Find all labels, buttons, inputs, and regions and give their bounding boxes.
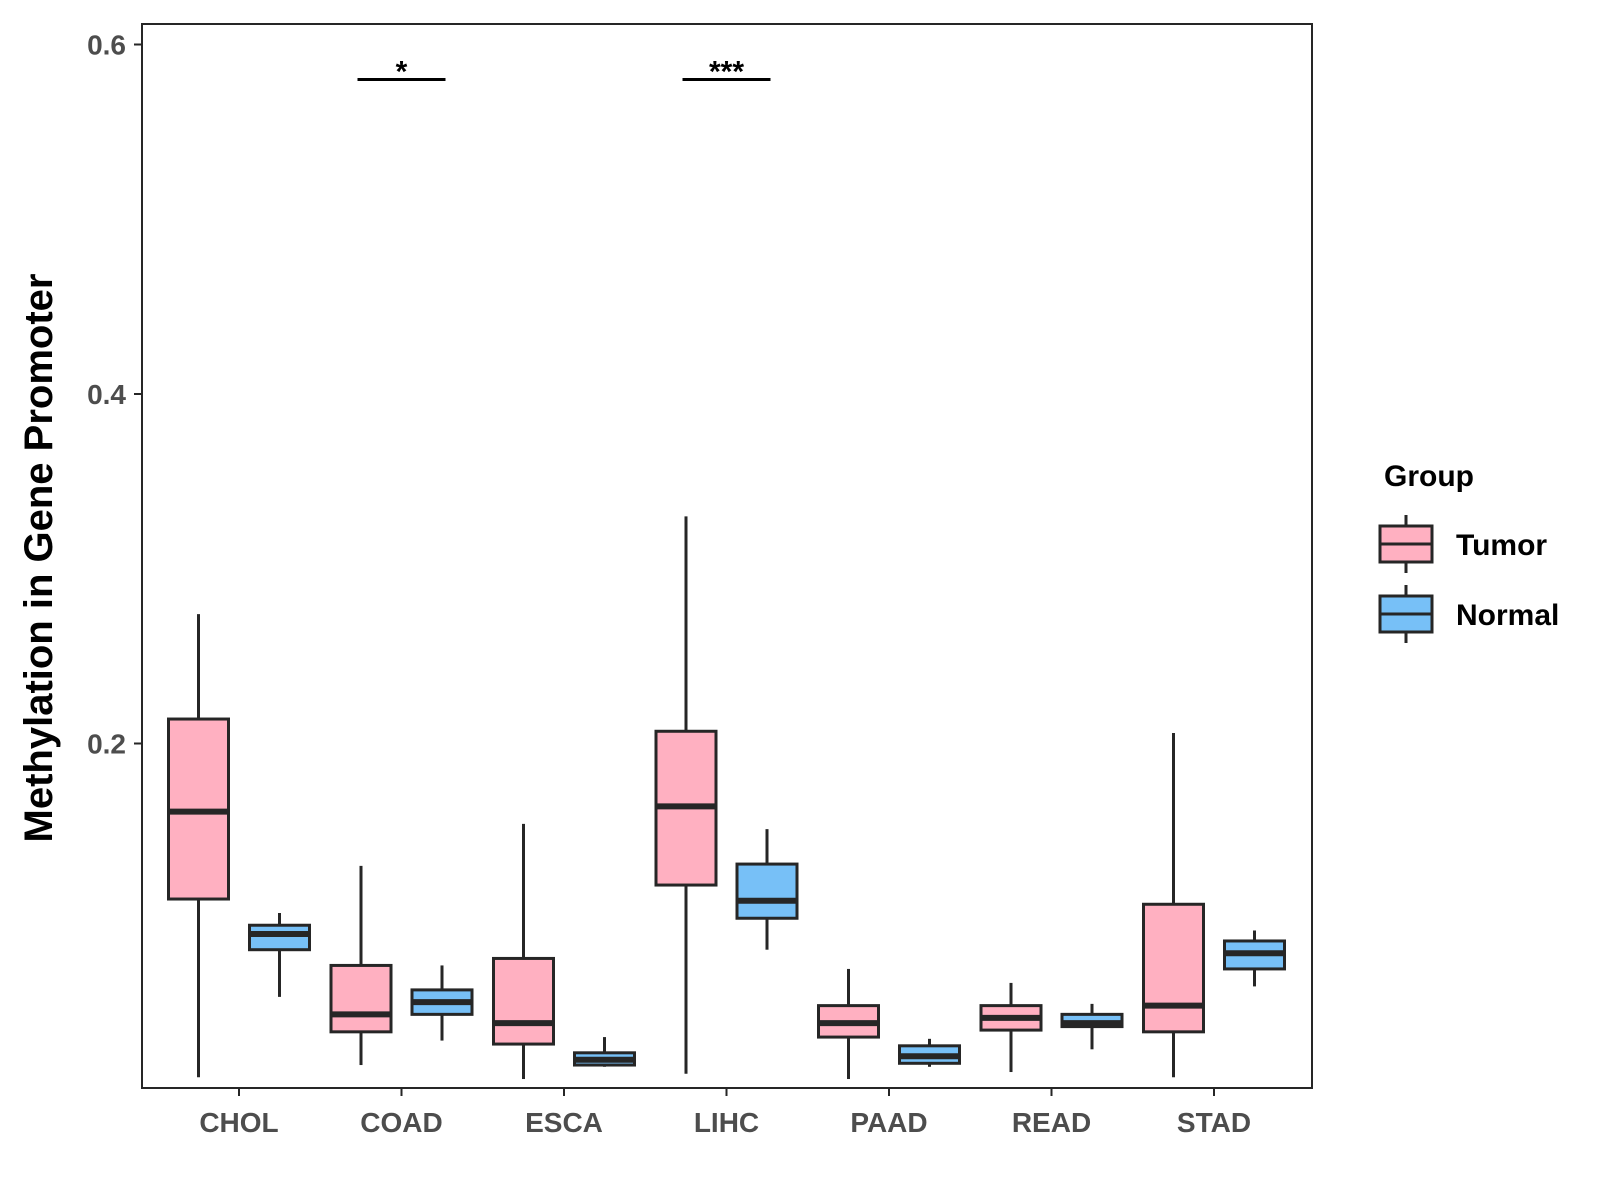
- x-tick-label: STAD: [1177, 1107, 1251, 1138]
- box-normal-chol: [248, 913, 311, 997]
- box-tumor-paad: [817, 968, 880, 1080]
- plot-area: * ***: [141, 23, 1313, 1089]
- legend: Group Tumor Normal: [1378, 460, 1559, 643]
- box-body: [492, 956, 555, 1046]
- box-normal-paad: [898, 1038, 961, 1067]
- y-tick-label: 0.2: [87, 729, 126, 760]
- box-tumor-esca: [492, 823, 555, 1080]
- box-tumor-lihc: [654, 516, 718, 1074]
- x-tick-label: COAD: [360, 1107, 442, 1138]
- legend-key-normal: [1378, 585, 1434, 643]
- legend-key-tumor: [1378, 515, 1434, 573]
- x-tick-label: CHOL: [199, 1107, 278, 1138]
- x-tick-label: LIHC: [694, 1107, 759, 1138]
- legend-label-normal: Normal: [1456, 599, 1559, 632]
- box-body: [248, 923, 311, 952]
- box-body: [735, 862, 799, 920]
- box-tumor-chol: [167, 614, 230, 1078]
- box-body: [1142, 902, 1205, 1034]
- box-normal-lihc: [735, 829, 799, 950]
- box-normal-stad: [1223, 930, 1286, 987]
- box-body: [329, 963, 393, 1034]
- box-normal-coad: [410, 965, 474, 1041]
- x-axis: CHOL COAD ESCA LIHC PAAD READ STAD: [199, 1088, 1251, 1138]
- y-axis-label: Methylation in Gene Promoter: [17, 274, 61, 843]
- legend-title: Group: [1384, 460, 1474, 493]
- significance-label: *: [396, 55, 408, 88]
- y-tick-label: 0.4: [87, 379, 126, 410]
- box-normal-esca: [573, 1037, 636, 1067]
- plot-panel-border: [141, 23, 1313, 1089]
- x-tick-label: PAAD: [850, 1107, 927, 1138]
- y-axis: 0.2 0.4 0.6: [87, 30, 142, 760]
- box-tumor-stad: [1142, 733, 1205, 1078]
- legend-label-tumor: Tumor: [1456, 529, 1547, 562]
- box-tumor-read: [979, 982, 1043, 1073]
- x-tick-label: ESCA: [525, 1107, 603, 1138]
- y-tick-label: 0.6: [87, 30, 126, 61]
- box-normal-read: [1060, 1003, 1124, 1050]
- box-tumor-coad: [329, 865, 393, 1066]
- significance-label: ***: [709, 55, 744, 88]
- x-tick-label: READ: [1012, 1107, 1091, 1138]
